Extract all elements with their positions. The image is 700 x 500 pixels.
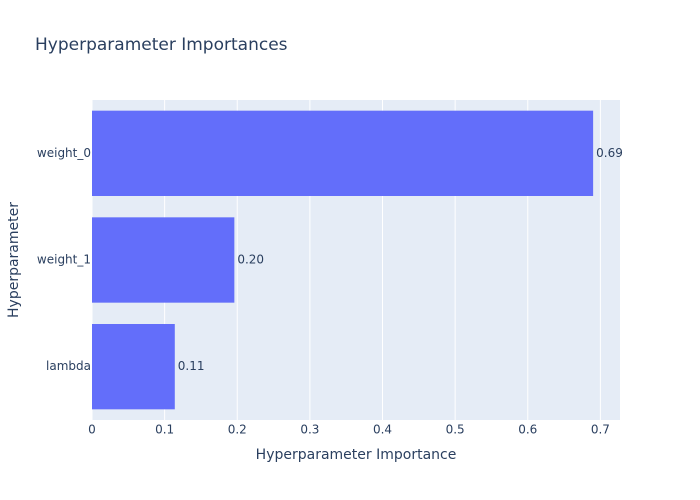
y-axis-title: Hyperparameter <box>6 202 22 318</box>
bar <box>92 110 594 196</box>
x-axis-title: Hyperparameter Importance <box>256 447 457 463</box>
x-tick-label: 0.1 <box>155 423 174 437</box>
value-label: 0.20 <box>237 253 264 267</box>
x-tick-label: 0.4 <box>373 423 392 437</box>
y-tick-label: lambda <box>46 359 91 373</box>
x-tick-label: 0 <box>88 423 96 437</box>
x-tick-label: 0.2 <box>228 423 247 437</box>
x-tick-label: 0.6 <box>518 423 537 437</box>
bar <box>92 324 175 410</box>
value-label: 0.69 <box>596 146 623 160</box>
y-tick-label: weight_0 <box>37 146 91 160</box>
x-tick-label: 0.3 <box>300 423 319 437</box>
value-label: 0.11 <box>178 359 205 373</box>
bar <box>92 217 235 303</box>
x-tick-label: 0.5 <box>446 423 465 437</box>
chart-title: Hyperparameter Importances <box>35 35 288 55</box>
y-tick-label: weight_1 <box>37 253 91 267</box>
x-tick-label: 0.7 <box>591 423 610 437</box>
